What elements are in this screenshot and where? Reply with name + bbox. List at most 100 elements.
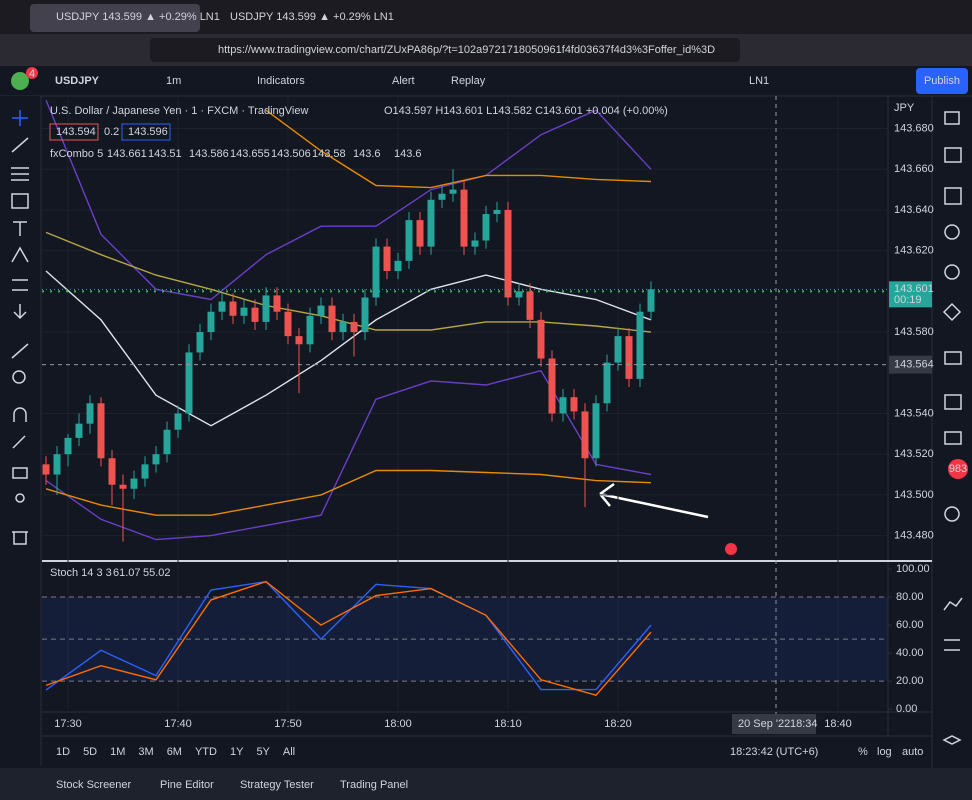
pane-divider [42,560,932,562]
url: https://www.tradingview.com/chart/ZUxPA8… [218,44,715,56]
crosshair-price-box [889,355,932,374]
panel-tab[interactable]: Trading Panel [340,779,408,791]
indicator-value: 143.51 [148,148,182,160]
panel-tab[interactable]: Stock Screener [56,779,132,791]
indicator-line [45,231,652,333]
stoch-tick-label: 80.00 [896,591,924,603]
candle-body [438,193,446,200]
candle-body [394,260,402,272]
event-flag[interactable] [725,543,737,555]
candle-body [240,307,248,316]
url-field[interactable] [150,38,740,62]
range-button[interactable]: YTD [195,746,217,758]
indicator-value: 143.661 [107,148,147,160]
y-tick-label: 143.520 [894,448,934,460]
scale-option[interactable]: auto [902,746,923,758]
candle-body [383,246,391,272]
candle-body [339,321,347,333]
candle-body [273,295,281,312]
range-button[interactable]: 5D [83,746,97,758]
indicators-button[interactable]: Indicators [257,75,305,87]
bid: 143.594 [56,126,96,138]
candle-body [493,209,501,215]
x-tick-label: 17:30 [54,718,82,730]
indicator-name: fxCombo 5 [50,148,103,160]
panel-tab[interactable]: Pine Editor [160,779,214,791]
replay-button[interactable]: Replay [451,75,486,87]
candle-body [614,336,622,363]
candle-body [284,311,292,337]
candle-body [449,189,457,194]
range-button[interactable]: 1M [110,746,125,758]
stoch-tick-label: 0.00 [896,703,917,715]
candle-body [405,220,413,261]
badge-count: 983 [949,463,967,475]
alert-button[interactable]: Alert [392,75,415,87]
y-tick-label: 143.620 [894,245,934,257]
ask: 143.596 [128,126,168,138]
y-tick-label: 143.680 [894,122,934,134]
range-button[interactable]: 6M [167,746,182,758]
candle-body [460,189,468,247]
indicator-value: 143.6 [394,148,422,160]
range-button[interactable]: All [283,746,295,758]
y-tick-label: 143.540 [894,407,934,419]
y-tick-label: 143.500 [894,489,934,501]
last-price-box [889,281,932,308]
range-button[interactable]: 1D [56,746,70,758]
indicator-line [265,109,652,189]
candle-body [625,336,633,379]
spread: 0.2 [104,126,119,138]
stoch-line [45,580,652,691]
candle-body [86,403,94,424]
candle-body [119,484,127,489]
candle-body [559,397,567,414]
candle-body [592,403,600,459]
y-tick-label: 143.580 [894,326,934,338]
layout-name[interactable]: LN1 [749,75,769,87]
stoch-line [45,580,652,696]
scale-option[interactable]: % [858,746,868,758]
candle-body [603,362,611,404]
left-tools [0,96,40,770]
candle-body [75,423,83,438]
candle-body [427,199,435,247]
candle-body [207,311,215,333]
stoch-k: 61.07 [113,567,141,579]
publish-label: Publish [924,75,960,87]
stoch-tick-label: 100.00 [896,563,930,575]
candle-body [251,307,259,322]
indicator-line [45,99,652,301]
publish-button[interactable] [916,68,968,94]
crosshair-price: 143.564 [894,359,934,371]
crosshair-time: 18:34 [790,718,818,730]
panel-tab[interactable]: Strategy Tester [240,779,314,791]
crosshair-time-box [732,714,816,734]
avatar[interactable] [11,72,29,90]
tab-title[interactable]: USDJPY 143.599 ▲ +0.29% LN1 [56,11,220,23]
x-tick-label: 18:40 [824,718,852,730]
symbol[interactable]: USDJPY [55,75,100,87]
range-button[interactable]: 3M [138,746,153,758]
badge [26,67,38,79]
stoch-tick-label: 20.00 [896,675,924,687]
scale-option[interactable]: log [877,746,892,758]
candle-body [416,220,424,247]
candle-body [108,458,116,485]
tab-active[interactable] [30,4,200,32]
tab-title[interactable]: USDJPY 143.599 ▲ +0.29% LN1 [230,11,394,23]
candle-body [482,214,490,241]
candle-body [262,295,270,322]
x-tick-label: 18:10 [494,718,522,730]
currency: JPY [894,102,915,114]
range-button[interactable]: 5Y [256,746,270,758]
range-button[interactable]: 1Y [230,746,244,758]
candle-body [504,209,512,298]
candle-body [537,319,545,359]
indicator-value: 143.58 [312,148,346,160]
interval[interactable]: 1m [166,75,181,87]
y-tick-label: 143.640 [894,204,934,216]
candle-body [196,332,204,353]
countdown: 00:19 [894,294,922,306]
indicator-line [45,270,652,427]
